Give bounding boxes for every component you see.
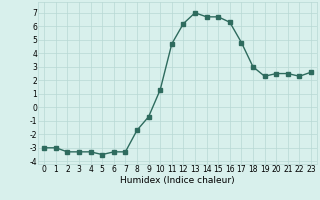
X-axis label: Humidex (Indice chaleur): Humidex (Indice chaleur)	[120, 176, 235, 185]
